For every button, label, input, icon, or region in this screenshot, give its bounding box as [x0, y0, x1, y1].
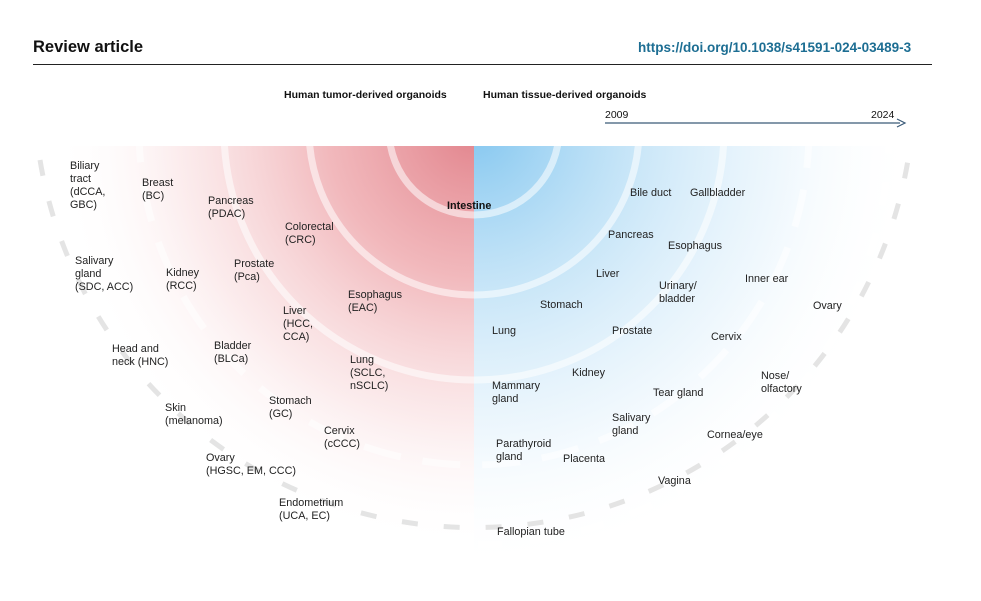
tissue-label: Liver [596, 268, 620, 280]
tissue-label: Nose/ olfactory [761, 370, 802, 395]
tumor-label: Cervix (cCCC) [324, 425, 360, 450]
tissue-label: Placenta [563, 453, 606, 465]
tissue-label: Fallopian tube [497, 526, 565, 538]
tumor-label: Prostate (Pca) [234, 258, 275, 283]
tumor-label: Esophagus (EAC) [348, 289, 403, 314]
tumor-label: Pancreas (PDAC) [208, 195, 254, 220]
tissue-label: Cervix [711, 331, 742, 343]
tumor-label: Biliary tract (dCCA, GBC) [70, 160, 106, 211]
tumor-label: Ovary (HGSC, EM, CCC) [206, 452, 296, 477]
timeline-arrowhead [896, 118, 907, 128]
tumor-label: Lung (SCLC, nSCLC) [350, 354, 389, 392]
tissue-label: Parathyroid gland [496, 438, 552, 463]
tissue-label: Cornea/eye [707, 429, 763, 441]
tissue-label: Ovary [813, 300, 842, 312]
tumor-label: Colorectal (CRC) [285, 221, 334, 246]
tumor-label: Stomach (GC) [269, 395, 312, 420]
timeline-end-year: 2024 [871, 109, 895, 121]
center-label-intestine: Intestine [447, 200, 492, 212]
tissue-label: Tear gland [653, 387, 704, 399]
article-type-heading: Review article [33, 38, 144, 56]
tissue-label: Salivary gland [612, 412, 651, 437]
tissue-label: Kidney [572, 367, 606, 379]
tumor-label: Kidney (RCC) [166, 267, 200, 292]
tissue-label: Inner ear [745, 273, 789, 285]
tissue-label: Vagina [658, 475, 691, 487]
tissue-label: Mammary gland [492, 380, 540, 405]
tissue-label: Pancreas [608, 229, 654, 241]
timeline-start-year: 2009 [605, 109, 629, 121]
tissue-label: Lung [492, 325, 517, 337]
tumor-label: Endometrium (UCA, EC) [279, 497, 344, 522]
tissue-label: Bile duct [630, 187, 672, 199]
tumor-label: Head and neck (HNC) [112, 343, 169, 368]
tumor-label: Skin (melanoma) [165, 402, 223, 427]
tissue-label: Gallbladder [690, 187, 746, 199]
tissue-label: Esophagus [668, 240, 723, 252]
tissue-label: Prostate [612, 325, 653, 337]
tissue-label: Stomach [540, 299, 583, 311]
tumor-label: Salivary gland (SDC, ACC) [75, 255, 134, 293]
tissue-organoids-heading: Human tissue-derived organoids [483, 89, 647, 101]
tumor-organoids-heading: Human tumor-derived organoids [284, 89, 447, 101]
tumor-label: Breast (BC) [142, 177, 174, 202]
tumor-label: Bladder (BLCa) [214, 340, 252, 365]
tissue-label: Urinary/ bladder [659, 280, 697, 305]
tumor-label: Liver (HCC, CCA) [283, 305, 313, 343]
doi-link[interactable]: https://doi.org/10.1038/s41591-024-03489… [638, 40, 912, 55]
header-divider [33, 64, 932, 65]
